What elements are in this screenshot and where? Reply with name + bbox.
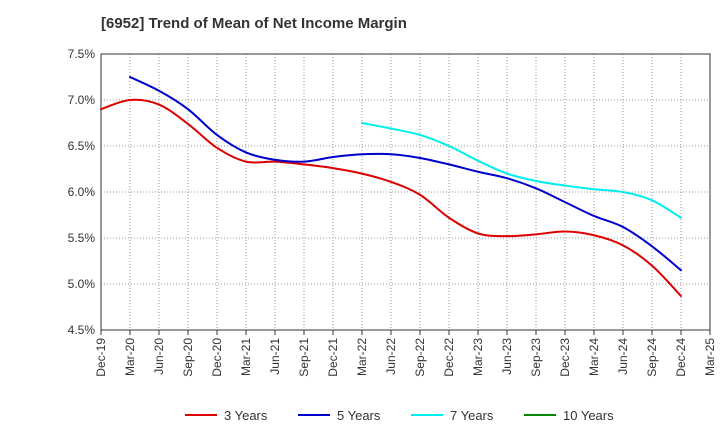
y-tick-label: 6.5% <box>68 139 96 153</box>
chart-title: [6952] Trend of Mean of Net Income Margi… <box>101 15 407 32</box>
x-tick-label: Jun-22 <box>384 338 398 375</box>
x-tick-label: Mar-23 <box>471 338 485 376</box>
series-line-5-years <box>129 76 682 272</box>
x-tick-label: Sep-22 <box>413 338 427 377</box>
legend-label: 7 Years <box>450 408 494 423</box>
x-tick-label: Jun-24 <box>616 338 630 375</box>
x-tick-label: Dec-22 <box>442 338 456 377</box>
y-tick-label: 5.5% <box>68 231 96 245</box>
x-tick-label: Dec-23 <box>558 338 572 377</box>
x-tick-label: Jun-21 <box>268 338 282 375</box>
x-tick-label: Dec-21 <box>326 338 340 377</box>
x-tick-label: Jun-20 <box>152 338 166 375</box>
x-tick-label: Sep-24 <box>645 338 659 377</box>
x-tick-label: Sep-21 <box>297 338 311 377</box>
legend-label: 10 Years <box>563 408 614 423</box>
x-tick-label: Mar-22 <box>355 338 369 376</box>
x-tick-label: Sep-23 <box>529 338 543 377</box>
x-tick-label: Dec-24 <box>674 338 688 377</box>
legend-label: 3 Years <box>224 408 268 423</box>
x-tick-label: Mar-24 <box>587 338 601 376</box>
x-tick-label: Sep-20 <box>181 338 195 377</box>
x-tick-label: Mar-21 <box>239 338 253 376</box>
x-tick-label: Mar-25 <box>703 338 717 376</box>
x-tick-label: Dec-19 <box>94 338 108 377</box>
series-line-3-years <box>100 98 682 297</box>
y-tick-label: 5.0% <box>68 277 96 291</box>
x-tick-label: Mar-20 <box>123 338 137 376</box>
y-tick-label: 4.5% <box>68 323 96 337</box>
y-tick-label: 6.0% <box>68 185 96 199</box>
y-tick-label: 7.0% <box>68 93 96 107</box>
x-tick-label: Jun-23 <box>500 338 514 375</box>
legend-label: 5 Years <box>337 408 381 423</box>
y-tick-label: 7.5% <box>68 47 96 61</box>
x-tick-label: Dec-20 <box>210 338 224 377</box>
plot-frame <box>100 53 711 331</box>
series-line-7-years <box>361 122 682 219</box>
